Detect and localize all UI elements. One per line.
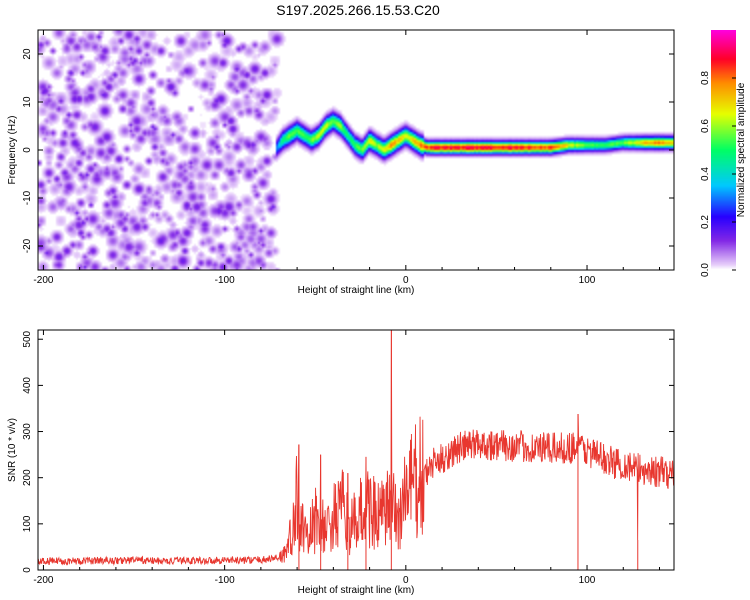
colorbar-gradient bbox=[711, 30, 736, 270]
spectrogram-x-tick-label: -100 bbox=[215, 275, 235, 286]
spectrogram-y-tick-label: 20 bbox=[22, 48, 33, 60]
snr-y-tick-label: 200 bbox=[22, 469, 33, 486]
snr-y-tick-label: 100 bbox=[22, 515, 33, 532]
spectrogram-heatmap bbox=[38, 30, 674, 270]
colorbar-tick-label: 0.6 bbox=[700, 119, 711, 133]
spectrogram-y-label: Frequency (Hz) bbox=[7, 116, 18, 185]
snr-frame bbox=[37, 329, 675, 571]
snr-y-tick-label: 400 bbox=[22, 377, 33, 394]
spectrogram-y-tick-label: 10 bbox=[22, 96, 33, 108]
colorbar-tick-label: 0.2 bbox=[700, 215, 711, 229]
colorbar-tick-label: 0.4 bbox=[700, 167, 711, 181]
colorbar-tick-label: 0.0 bbox=[700, 263, 711, 277]
snr-series-line bbox=[37, 329, 675, 566]
snr-x-tick-label: -100 bbox=[215, 575, 235, 586]
snr-x-label: Height of straight line (km) bbox=[298, 585, 415, 596]
snr-x-tick-label: 0 bbox=[403, 575, 409, 586]
snr-x-tick-label: -200 bbox=[33, 575, 53, 586]
spectrogram-x-tick-label: -200 bbox=[33, 275, 53, 286]
spectrogram-x-tick-label: 0 bbox=[403, 275, 409, 286]
snr-x-tick-label: 100 bbox=[579, 575, 596, 586]
spectrogram-y-tick-label: -10 bbox=[22, 190, 33, 205]
snr-y-label: SNR (10 * v/v) bbox=[7, 418, 18, 482]
spectrogram-y-tick-label: -20 bbox=[22, 238, 33, 253]
spectrogram-x-label: Height of straight line (km) bbox=[298, 285, 415, 296]
snr-y-tick-label: 300 bbox=[22, 423, 33, 440]
spectrogram-y-tick-label: 0 bbox=[22, 147, 33, 153]
colorbar-tick-label: 0.8 bbox=[700, 71, 711, 85]
snr-y-tick-label: 0 bbox=[22, 567, 33, 573]
snr-y-tick-label: 500 bbox=[22, 330, 33, 347]
colorbar-label: Normalized spectral amplitude bbox=[736, 82, 747, 217]
spectrogram-x-tick-label: 100 bbox=[579, 275, 596, 286]
chart-title: S197.2025.266.15.53.C20 bbox=[276, 2, 440, 18]
